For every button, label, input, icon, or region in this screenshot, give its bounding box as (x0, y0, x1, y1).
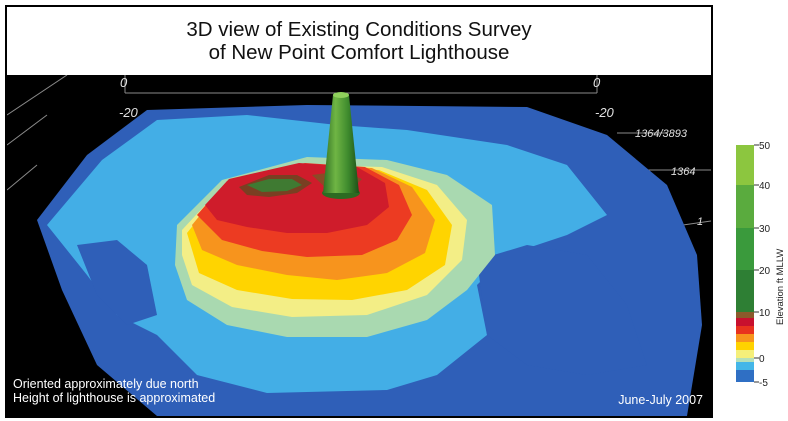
axis-label-tr-minus20: -20 (595, 105, 615, 120)
legend-swatch-yellow (736, 342, 754, 350)
axis-labels: 0 -20 0 -20 1364/3893 1364 1 (119, 75, 703, 228)
legend-swatch-pale-green (736, 358, 754, 362)
legend-swatch-20-10 (736, 270, 754, 312)
lighthouse-top (333, 92, 349, 98)
legend-tick-10: 10 (759, 308, 771, 319)
terrain-band-dark-green (247, 179, 302, 192)
legend-swatch-30-20 (736, 228, 754, 270)
terrain-deep-patch-1 (77, 240, 157, 325)
axis-label-tl-zero: 0 (120, 75, 128, 90)
orientation-caption: Oriented approximately due north (13, 377, 199, 391)
map-frame: 3D view of Existing Conditions Survey of… (5, 5, 713, 418)
date-caption: June-July 2007 (618, 393, 703, 407)
legend-swatch-red-orange (736, 326, 754, 334)
title-line-2: of New Point Comfort Lighthouse (208, 41, 510, 64)
axis-box-lines (7, 75, 711, 226)
legend-ticks (754, 144, 759, 383)
terrain-deep-patch-2 (477, 245, 647, 375)
legend-title: Elevation ft MLLW (775, 249, 786, 325)
axis-label-tl-minus20: -20 (119, 105, 139, 120)
caption-block: Oriented approximately due north Height … (13, 377, 215, 405)
legend-tick-30: 30 (759, 224, 771, 235)
legend-swatch-light-blue (736, 362, 754, 370)
legend-tick-minus5: -5 (759, 378, 768, 389)
axis-label-right-2: 1364 (671, 166, 695, 178)
title-box: 3D view of Existing Conditions Survey of… (7, 7, 711, 75)
legend-tick-labels: 50 40 30 20 10 0 -5 (759, 141, 771, 389)
legend-swatch-pale-yellow (736, 350, 754, 358)
legend-swatch-10-brown (736, 312, 754, 318)
axis-label-right-3: 1 (697, 216, 703, 228)
legend-tick-50: 50 (759, 141, 771, 152)
elevation-legend: 50 40 30 20 10 0 -5 Elevation ft MLLW (736, 141, 786, 389)
legend-swatch-deep-blue (736, 370, 754, 382)
axis-label-right-1: 1364/3893 (635, 128, 688, 140)
axis-label-tr-zero: 0 (593, 75, 601, 90)
legend-swatch-50-40 (736, 145, 754, 185)
lighthouse-body (323, 95, 359, 193)
terrain-3d-view: 0 -20 0 -20 1364/3893 1364 1 (7, 75, 711, 416)
legend-tick-20: 20 (759, 266, 771, 277)
title-line-1: 3D view of Existing Conditions Survey (186, 18, 532, 41)
legend-swatch-red (736, 318, 754, 326)
height-caption: Height of lighthouse is approximated (13, 391, 216, 405)
legend-tick-40: 40 (759, 181, 771, 192)
legend-swatch-orange (736, 334, 754, 342)
legend-swatch-40-30 (736, 185, 754, 228)
legend-tick-0: 0 (759, 354, 765, 365)
legend-colorbar (736, 145, 754, 382)
lighthouse-tower (322, 92, 360, 199)
